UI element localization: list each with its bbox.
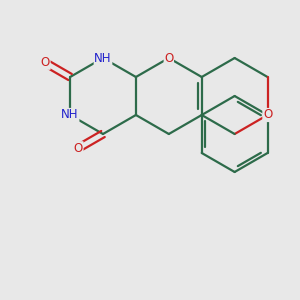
Text: O: O bbox=[41, 56, 50, 69]
Text: O: O bbox=[263, 109, 272, 122]
Text: NH: NH bbox=[61, 109, 79, 122]
Text: O: O bbox=[164, 52, 173, 64]
Text: NH: NH bbox=[94, 52, 112, 64]
Text: O: O bbox=[74, 142, 83, 155]
